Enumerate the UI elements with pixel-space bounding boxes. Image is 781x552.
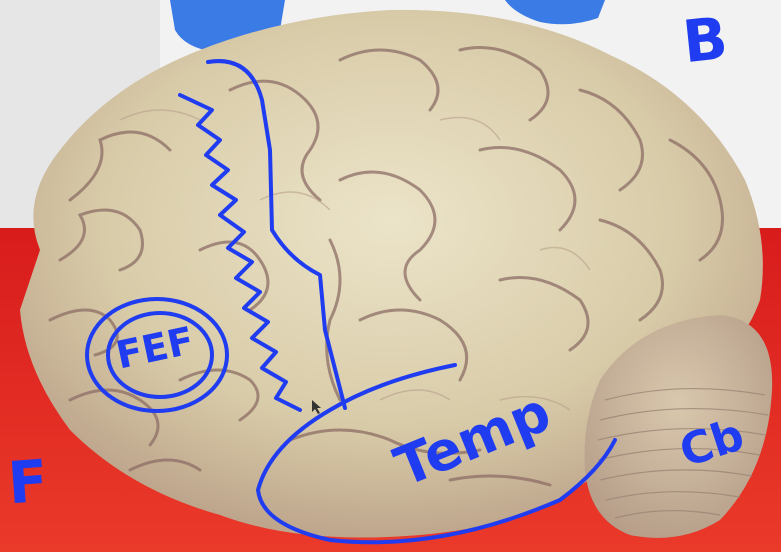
temporal-lobe-outline bbox=[256, 363, 617, 545]
fef-circle-outer bbox=[85, 297, 229, 413]
fef-circle-inner bbox=[106, 311, 214, 399]
central-sulcus-zigzag bbox=[178, 59, 347, 412]
glove-right bbox=[505, 0, 605, 25]
cursor-icon bbox=[312, 400, 321, 414]
brain-cerebellum bbox=[584, 315, 773, 538]
brain-cerebrum bbox=[20, 9, 763, 538]
